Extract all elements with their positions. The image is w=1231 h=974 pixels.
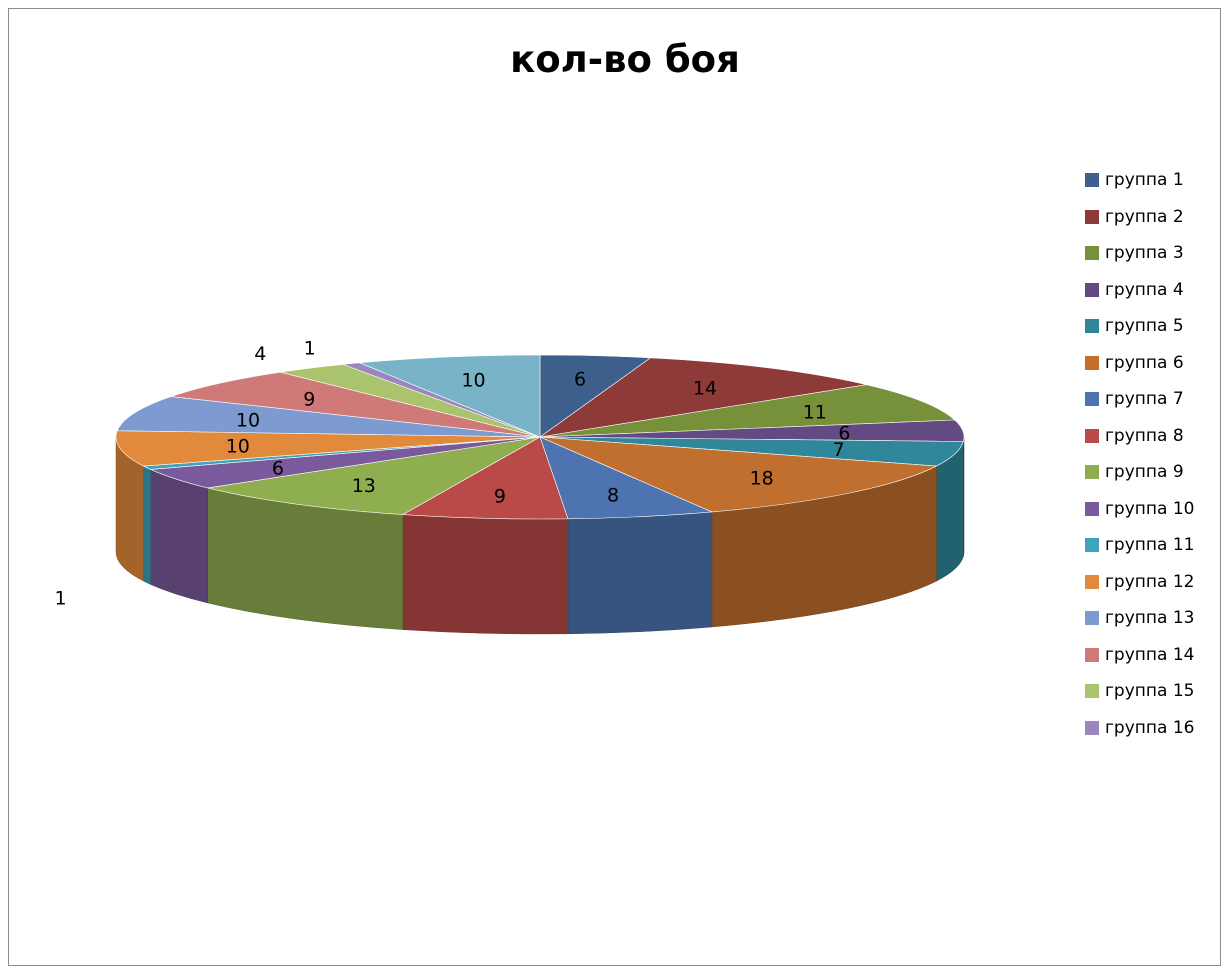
pie-slice-9	[207, 436, 541, 515]
data-label-16: 1	[304, 337, 316, 359]
legend-label-2: группа 2	[1105, 206, 1184, 227]
legend-item-6: группа 6	[1085, 345, 1225, 382]
pie-slice-6	[539, 436, 938, 513]
legend-swatch-12	[1085, 574, 1099, 589]
legend-swatch-6	[1085, 355, 1099, 370]
legend-item-14: группа 14	[1085, 637, 1225, 674]
legend-item-2: группа 2	[1085, 199, 1225, 236]
data-label-11: 1	[54, 588, 66, 610]
data-label-15: 4	[254, 343, 266, 365]
legend-label-3: группа 3	[1105, 243, 1184, 264]
pie-slice-7	[539, 436, 713, 520]
legend-label-16: группа 16	[1105, 717, 1195, 738]
legend-label-7: группа 7	[1105, 389, 1184, 410]
legend-label-11: группа 11	[1105, 535, 1195, 556]
data-label-12: 10	[226, 435, 250, 457]
pie-slice-2	[539, 357, 867, 438]
legend-item-4: группа 4	[1085, 272, 1225, 309]
legend-item-13: группа 13	[1085, 600, 1225, 637]
legend-swatch-14	[1085, 647, 1099, 662]
legend-swatch-3	[1085, 246, 1099, 261]
data-label-7: 8	[607, 484, 619, 506]
legend-item-1: группа 1	[1085, 162, 1225, 199]
legend-swatch-13	[1085, 611, 1099, 626]
legend-item-9: группа 9	[1085, 454, 1225, 491]
legend-label-1: группа 1	[1105, 170, 1184, 191]
data-label-10: 6	[272, 457, 284, 479]
pie-side-walls	[115, 436, 965, 635]
data-label-17: 10	[461, 369, 485, 391]
legend-label-14: группа 14	[1105, 644, 1195, 665]
legend-item-7: группа 7	[1085, 381, 1225, 418]
data-label-9: 13	[352, 475, 376, 497]
pie-slice-12	[115, 430, 541, 467]
legend-swatch-10	[1085, 501, 1099, 516]
legend-label-4: группа 4	[1105, 279, 1184, 300]
pie-side-11	[143, 465, 151, 585]
legend: группа 1 группа 2 группа 3 группа 4 группа 5…	[1085, 162, 1225, 746]
data-label-13: 10	[236, 410, 260, 432]
legend-swatch-4	[1085, 282, 1099, 297]
legend-label-15: группа 15	[1105, 681, 1195, 702]
legend-item-10: группа 10	[1085, 491, 1225, 528]
legend-swatch-9	[1085, 465, 1099, 480]
legend-item-5: группа 5	[1085, 308, 1225, 345]
pie-slice-3	[539, 384, 956, 438]
legend-item-11: группа 11	[1085, 527, 1225, 564]
pie-slice-14	[171, 371, 541, 438]
legend-swatch-16	[1085, 720, 1099, 735]
pie-slice-13	[116, 396, 541, 438]
legend-item-15: группа 15	[1085, 673, 1225, 710]
legend-swatch-7	[1085, 392, 1099, 407]
legend-label-8: группа 8	[1105, 425, 1184, 446]
chart-title: кол-во боя	[510, 38, 740, 81]
legend-swatch-5	[1085, 319, 1099, 334]
data-label-2: 14	[693, 377, 717, 399]
legend-swatch-15	[1085, 684, 1099, 699]
legend-swatch-2	[1085, 209, 1099, 224]
data-label-8: 9	[494, 486, 506, 508]
pie-slice-17	[359, 354, 541, 438]
legend-swatch-11	[1085, 538, 1099, 553]
legend-item-8: группа 8	[1085, 418, 1225, 455]
legend-item-12: группа 12	[1085, 564, 1225, 601]
data-label-1: 6	[574, 369, 586, 391]
data-label-14: 9	[303, 388, 315, 410]
pie-side-8	[402, 514, 569, 635]
legend-swatch-8	[1085, 428, 1099, 443]
data-label-3: 11	[803, 401, 827, 423]
legend-item-3: группа 3	[1085, 235, 1225, 272]
legend-label-9: группа 9	[1105, 462, 1184, 483]
pie-side-7	[567, 511, 713, 635]
legend-label-5: группа 5	[1105, 316, 1184, 337]
data-label-5: 7	[833, 439, 845, 461]
data-label-6: 18	[750, 468, 774, 490]
legend-label-12: группа 12	[1105, 571, 1195, 592]
data-label-4: 6	[838, 423, 850, 445]
legend-label-6: группа 6	[1105, 352, 1184, 373]
legend-label-13: группа 13	[1105, 608, 1195, 629]
legend-swatch-1	[1085, 173, 1099, 188]
pie-slice-8	[401, 436, 569, 520]
legend-item-16: группа 16	[1085, 710, 1225, 747]
pie-top-faces	[115, 354, 965, 520]
pie-side-10	[150, 469, 208, 604]
legend-label-10: группа 10	[1105, 498, 1195, 519]
